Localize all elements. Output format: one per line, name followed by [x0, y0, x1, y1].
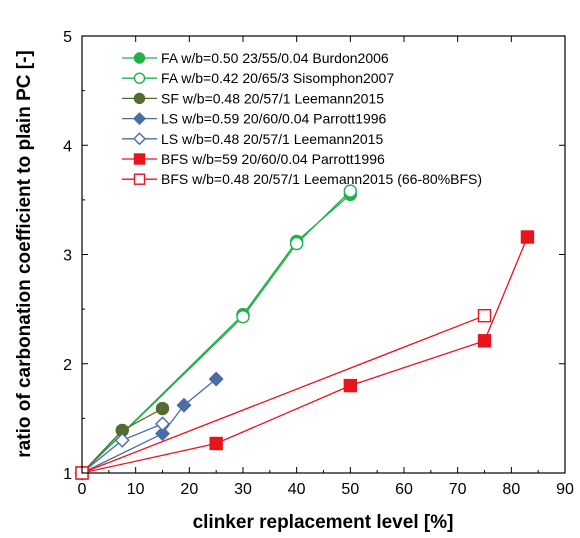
data-point	[155, 416, 170, 432]
legend-label: FA w/b=0.50 23/55/0.04 Burdon2006	[161, 50, 389, 66]
legend-label: FA w/b=0.42 20/65/3 Sisomphon2007	[161, 70, 394, 86]
legend-label: SF w/b=0.48 20/57/1 Leemann2015	[161, 90, 384, 106]
legend-entry: SF w/b=0.48 20/57/1 Leemann2015	[122, 90, 384, 106]
series-line	[81, 190, 351, 474]
x-tick-label: 90	[556, 481, 574, 498]
x-tick-label: 40	[288, 481, 306, 498]
x-tick-label: 10	[127, 481, 145, 498]
data-point	[236, 310, 250, 324]
x-tick-label: 0	[78, 481, 87, 498]
legend-marker	[133, 153, 146, 165]
data-point	[155, 426, 170, 442]
y-tick-label: 4	[63, 138, 72, 155]
legend-label: BFS w/b=0.48 20/57/1 Leemann2015 (66-80%…	[161, 171, 482, 187]
data-point	[209, 436, 223, 451]
y-axis-label: ratio of carbonation coefficient to plai…	[14, 50, 35, 457]
x-tick-label: 50	[341, 481, 359, 498]
data-point	[155, 401, 170, 416]
data-point	[520, 230, 535, 244]
legend-label: LS w/b=0.48 20/57/1 Leemann2015	[161, 131, 383, 147]
legend-label: LS w/b=0.59 20/60/0.04 Parrott1996	[161, 111, 387, 127]
series-2	[75, 184, 358, 480]
legend-entry: BFS w/b=0.48 20/57/1 Leemann2015 (66-80%…	[122, 171, 482, 187]
series-line	[81, 378, 217, 474]
legend-marker	[133, 92, 146, 105]
legend-entry: LS w/b=0.59 20/60/0.04 Parrott1996	[122, 111, 387, 127]
data-point	[176, 397, 192, 413]
data-point	[343, 184, 358, 198]
legend-label: BFS w/b=59 20/60/0.04 Parrott1996	[161, 151, 385, 167]
x-tick-label: 70	[449, 481, 467, 498]
ticks-layer: 0 10 20 30 40 50 60 70 80 90 1 2 3 4 5	[63, 29, 574, 498]
legend-marker	[133, 52, 146, 64]
y-tick-label: 5	[63, 29, 72, 46]
series-line	[81, 315, 485, 474]
legend-entry: BFS w/b=59 20/60/0.04 Parrott1996	[122, 151, 385, 167]
data-point	[477, 334, 492, 348]
data-point	[114, 432, 130, 448]
y-tick-label: 3	[63, 248, 72, 265]
legend-entry: FA w/b=0.42 20/65/3 Sisomphon2007	[122, 70, 394, 86]
legend-entry: FA w/b=0.50 23/55/0.04 Burdon2006	[122, 50, 389, 66]
data-point	[343, 378, 358, 393]
x-tick-label: 60	[395, 481, 413, 498]
y-tick-label: 1	[63, 466, 72, 483]
y-tick-label: 2	[63, 357, 72, 374]
x-axis-label: clinker replacement level [%]	[193, 512, 454, 533]
legend-entry: LS w/b=0.48 20/57/1 Leemann2015	[122, 131, 383, 147]
legend-marker	[133, 112, 146, 126]
legend: FA w/b=0.50 23/55/0.04 Burdon2006 FA w/b=…	[122, 50, 482, 187]
legend-marker	[133, 72, 146, 84]
x-tick-label: 20	[180, 481, 198, 498]
legend-marker	[133, 173, 146, 185]
data-point	[289, 236, 304, 251]
series-7	[75, 308, 492, 480]
series-line	[81, 236, 529, 474]
x-tick-label: 30	[234, 481, 252, 498]
legend-marker	[133, 132, 146, 146]
series-layer	[74, 184, 535, 481]
x-tick-label: 80	[502, 481, 520, 498]
data-point	[477, 308, 492, 323]
data-point	[208, 371, 224, 387]
